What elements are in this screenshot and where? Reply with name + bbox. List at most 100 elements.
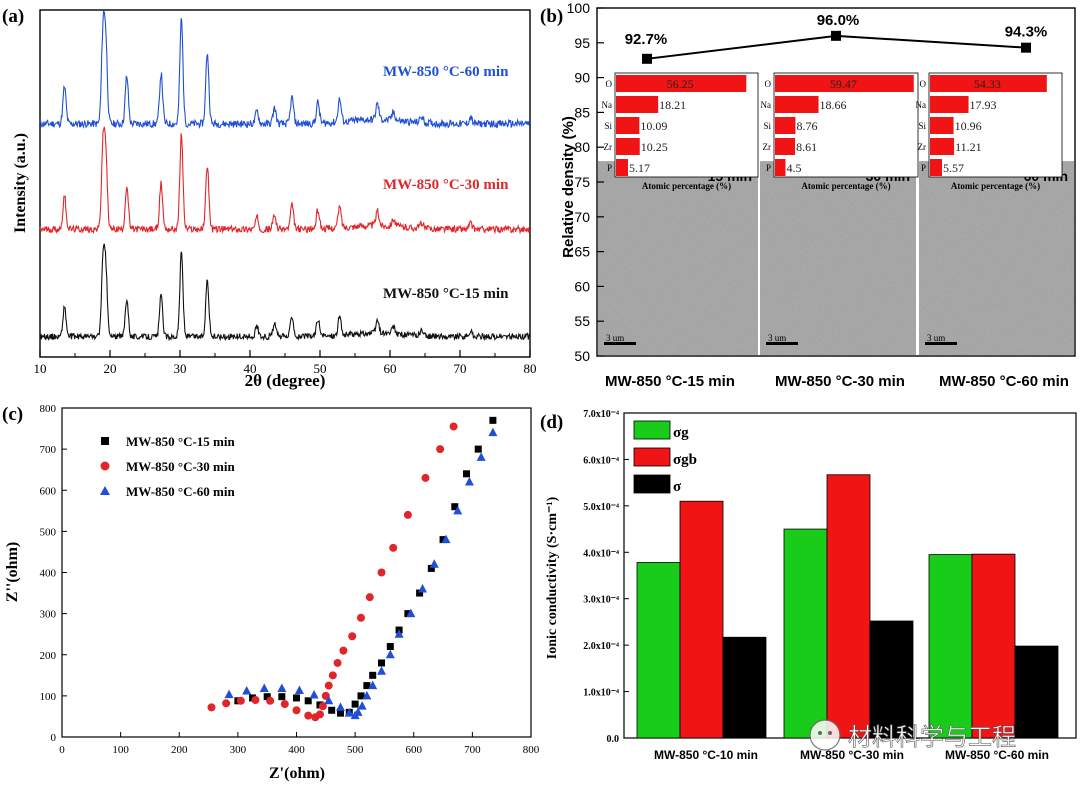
bar-σgb <box>826 474 871 739</box>
eds-element-label: Na <box>602 100 613 110</box>
nyquist-point-square <box>369 671 377 679</box>
bar-σ <box>1014 645 1059 739</box>
panel-c: (c) 0 100 200 300 400 500 600 700 800 0 100 200 300 4… <box>2 403 540 782</box>
xrd-pattern-2 <box>39 243 531 342</box>
eds-bar-P <box>930 159 942 176</box>
panel-b-ylabel: Relative density (%) <box>560 116 577 258</box>
sem-scale-bar <box>766 342 798 345</box>
panel-b: (b) 15 min3 um30 min3 um60 min3 um O 56.2… <box>540 0 1076 390</box>
nyquist-point-circle <box>207 703 216 712</box>
d-y-tick-label: 5.0x10⁻⁴ <box>583 502 619 513</box>
panel-d: (d) 0.0 1.0x10⁻⁴ 2.0x10⁻⁴ 3.0x10⁻⁴ 4.0x10⁻⁴ 5… <box>540 409 1077 762</box>
series-label-60min: MW-850 °C-60 min <box>383 64 509 80</box>
a-x-tick-label: 80 <box>524 361 537 376</box>
panel-d-cat-10: MW-850 °C-10 min <box>654 748 758 762</box>
density-point <box>1021 42 1031 53</box>
d-y-tick-label: 1.0x10⁻⁴ <box>583 688 619 699</box>
nyquist-point-triangle <box>429 559 439 568</box>
eds-xlabel: Atomic percentage (%) <box>642 181 731 191</box>
sem-scale-bar <box>925 342 957 345</box>
d-y-tick-label: 2.0x10⁻⁴ <box>583 641 619 652</box>
series-label-15min: MW-850 °C-15 min <box>383 286 509 302</box>
nyquist-point-square <box>463 470 471 478</box>
sem-scale-bar <box>604 342 636 345</box>
eds-element-label: Zr <box>918 142 927 152</box>
eds-element-label: O <box>606 79 613 89</box>
nyquist-point-triangle <box>368 680 378 690</box>
nyquist-point-square <box>336 709 344 717</box>
eds-bar-O <box>930 75 1047 92</box>
panel-c-points <box>207 416 498 722</box>
panel-c-legend: MW-850 °C-15 min MW-850 °C-30 min MW-850… <box>100 434 235 499</box>
nyquist-point-square <box>357 692 365 700</box>
sem-scale-label: 3 um <box>606 333 624 343</box>
legend-swatch-sigma-gb <box>633 447 671 467</box>
wechat-icon-eye-left <box>818 731 822 735</box>
c-x-tick-label: 200 <box>171 744 188 756</box>
eds-value-label: 11.21 <box>955 140 982 154</box>
a-x-tick-label: 30 <box>174 361 187 376</box>
eds-bar-P <box>775 159 786 176</box>
eds-bar-Na <box>930 96 969 113</box>
panel-d-axes: 0.0 1.0x10⁻⁴ 2.0x10⁻⁴ 3.0x10⁻⁴ 4.0x10⁻⁴ 5.0x1… <box>583 409 629 745</box>
nyquist-point-circle <box>356 613 365 622</box>
c-x-tick-label: 400 <box>288 744 305 756</box>
eds-value-label: 59.47 <box>830 77 857 91</box>
eds-value-label: 5.57 <box>943 161 964 175</box>
eds-element-label: P <box>766 163 771 173</box>
c-y-tick-label: 400 <box>40 568 57 580</box>
sem-image-texture <box>919 161 1074 355</box>
c-x-tick-label: 500 <box>347 744 364 756</box>
nyquist-point-circle <box>348 632 357 641</box>
c-y-tick-label: 700 <box>40 444 57 456</box>
eds-element-label: Si <box>604 121 612 131</box>
nyquist-point-triangle <box>418 583 428 593</box>
nyquist-point-triangle <box>259 683 269 692</box>
nyquist-point-circle <box>403 510 412 519</box>
legend-marker-circle <box>100 461 110 471</box>
density-point <box>831 30 841 41</box>
b-y-tick-label: 50 <box>574 348 590 364</box>
nyquist-point-triangle <box>476 452 486 461</box>
eds-element-label: Na <box>761 100 772 110</box>
panel-a-xlabel: 2θ (degree) <box>245 371 326 390</box>
nyquist-point-circle <box>421 473 430 482</box>
eds-xlabel: Atomic percentage (%) <box>951 181 1040 191</box>
nyquist-point-square <box>489 416 497 424</box>
eds-bar-Na <box>775 96 819 113</box>
nyquist-point-circle <box>339 646 348 655</box>
nyquist-point-square <box>351 700 359 708</box>
nyquist-point-circle <box>292 706 301 715</box>
eds-element-label: O <box>920 79 927 89</box>
a-x-tick-label: 40 <box>244 361 257 376</box>
eds-element-label: Na <box>916 100 927 110</box>
sem-scale-label: 3 um <box>927 333 945 343</box>
eds-value-label: 8.61 <box>796 140 817 154</box>
panel-b-label: (b) <box>540 6 563 27</box>
wechat-icon-eye-right <box>828 731 832 735</box>
nyquist-point-square <box>404 610 412 618</box>
nyquist-point-triangle <box>353 707 363 716</box>
panel-c-axes: 0 100 200 300 400 500 600 700 800 0 100 200 300 400 50… <box>40 403 540 756</box>
a-x-tick-label: 70 <box>454 361 467 376</box>
panel-d-label: (d) <box>540 412 563 433</box>
nyquist-point-square <box>293 694 300 702</box>
bar-σg <box>783 528 828 739</box>
eds-bar-Si <box>616 117 640 134</box>
bar-σg <box>928 554 973 739</box>
eds-insets: O 56.25 Na 18.21 Si 10.09 Zr 10.25 P 5.17 Atomic p… <box>602 72 1063 191</box>
b-y-tick-label: 80 <box>574 139 590 155</box>
nyquist-point-circle <box>333 658 342 667</box>
eds-value-label: 10.09 <box>640 119 667 133</box>
sem-image-texture <box>598 161 758 355</box>
nyquist-point-square <box>263 693 271 701</box>
eds-value-label: 18.21 <box>659 98 686 112</box>
bar-σg <box>636 562 681 739</box>
panel-b-y-axis: 50 55 60 65 70 75 80 85 90 95 100 <box>567 0 604 364</box>
c-y-tick-label: 300 <box>40 609 57 621</box>
nyquist-point-triangle <box>335 702 345 711</box>
eds-element-label: Zr <box>604 142 613 152</box>
legend-label-sigma-gb: σgb <box>673 452 697 468</box>
nyquist-point-triangle <box>362 690 372 700</box>
d-y-tick-label: 3.0x10⁻⁴ <box>583 595 619 606</box>
